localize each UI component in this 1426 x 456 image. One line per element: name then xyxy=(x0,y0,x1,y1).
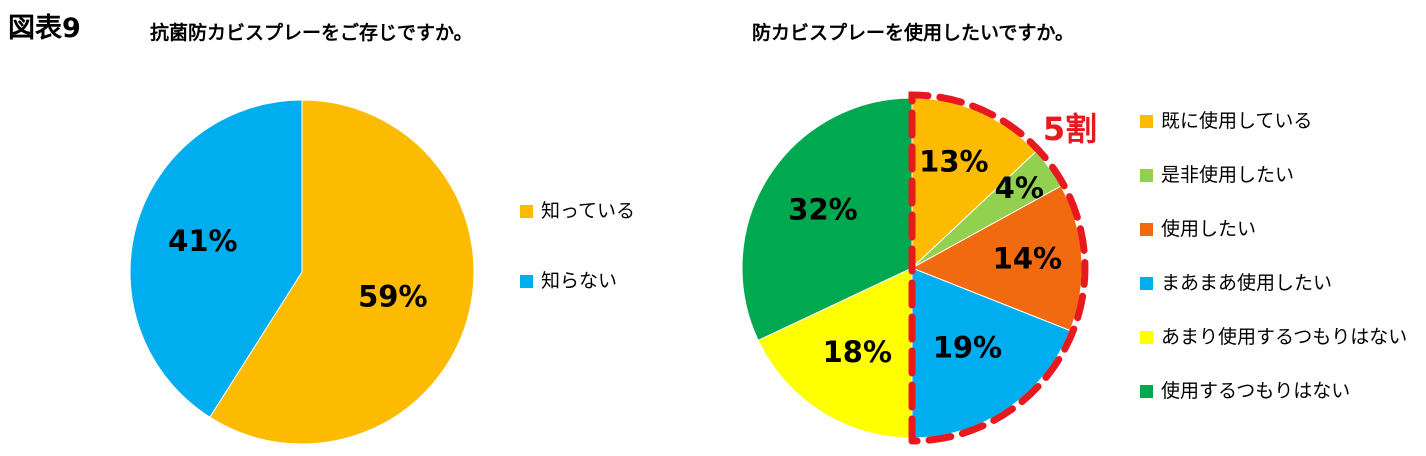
data-label: 18% xyxy=(823,335,892,369)
pie-slice xyxy=(911,150,1062,269)
pie-slice xyxy=(129,99,303,418)
legend-label: あまり使用するつもりはない xyxy=(1161,326,1408,348)
data-label: 32% xyxy=(788,193,857,227)
data-label: 59% xyxy=(358,279,427,313)
pie-slice xyxy=(911,267,1071,439)
callout-label: 5割 xyxy=(1043,110,1097,148)
legend-item: あまり使用するつもりはない xyxy=(1140,326,1407,348)
callout-dashed-outline xyxy=(908,91,1089,445)
pie-slice xyxy=(741,97,913,342)
legend-item: 是非使用したい xyxy=(1140,164,1294,186)
data-label: 41% xyxy=(168,224,237,258)
pie-slice xyxy=(910,185,1083,332)
legend-label: 使用するつもりはない xyxy=(1161,380,1351,402)
data-label: 4% xyxy=(995,171,1044,205)
pie-slice xyxy=(911,97,1037,270)
legend-swatch xyxy=(1140,114,1153,128)
legend-swatch xyxy=(1140,384,1153,398)
legend-label: 知っている xyxy=(541,200,636,222)
legend-swatch xyxy=(520,274,533,288)
figure-label: 図表9 xyxy=(8,13,81,44)
legend-swatch xyxy=(1140,222,1153,236)
data-label: 14% xyxy=(993,242,1062,276)
legend-item: 知っている xyxy=(520,200,635,222)
legend-label: 知らない xyxy=(541,270,618,292)
legend-item: 既に使用している xyxy=(1140,110,1312,132)
chart-title-awareness: 抗菌防カビスプレーをご存じですか。 xyxy=(150,22,473,44)
data-label: 19% xyxy=(933,331,1002,365)
data-label: 13% xyxy=(919,144,988,178)
legend-item: 使用したい xyxy=(1140,218,1256,240)
chart-title-intention: 防カビスプレーを使用したいですか。 xyxy=(752,22,1075,44)
legend-label: まあまあ使用したい xyxy=(1161,272,1333,294)
legend-item: 使用するつもりはない xyxy=(1140,380,1350,402)
legend-swatch xyxy=(1140,330,1153,344)
legend-label: 既に使用している xyxy=(1161,110,1313,132)
pie-slice xyxy=(757,267,913,439)
legend-swatch xyxy=(1140,168,1153,182)
legend-item: 知らない xyxy=(520,270,617,292)
legend-item: まあまあ使用したい xyxy=(1140,272,1332,294)
pie-slice xyxy=(209,99,475,445)
legend-swatch xyxy=(1140,276,1153,290)
legend-label: 是非使用したい xyxy=(1161,164,1295,186)
legend-swatch xyxy=(520,204,533,218)
legend-label: 使用したい xyxy=(1161,218,1257,240)
